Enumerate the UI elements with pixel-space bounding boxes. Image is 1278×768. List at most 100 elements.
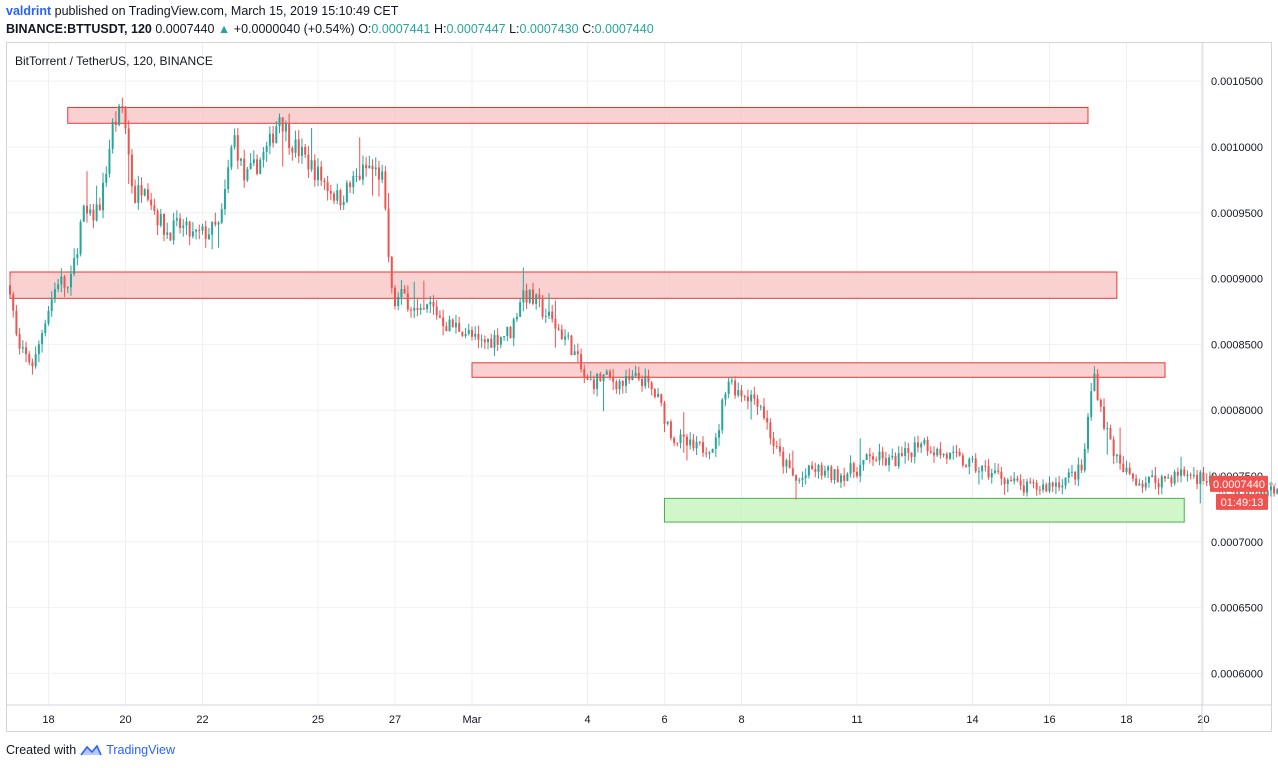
author-link[interactable]: valdrint — [6, 4, 52, 18]
x-tick-label: 14 — [966, 714, 978, 726]
candle-body — [140, 185, 143, 196]
candle-body — [371, 165, 374, 170]
footer: Created with TradingView — [6, 743, 175, 757]
y-tick-label: 0.0007000 — [1211, 537, 1263, 549]
candle-body — [971, 458, 974, 460]
candle-body — [291, 147, 294, 153]
candle-body — [345, 182, 348, 202]
candle-body — [9, 285, 11, 295]
candle-body — [740, 390, 743, 397]
candle-body — [554, 318, 557, 329]
candle-body — [743, 396, 746, 398]
candle-body — [1157, 482, 1160, 488]
candle-body — [1273, 486, 1276, 494]
candle-body — [313, 160, 316, 181]
candle-body — [79, 221, 82, 255]
candle-body — [365, 164, 368, 169]
candle-body — [278, 117, 281, 127]
candle-body — [487, 338, 490, 343]
candle-body — [576, 351, 579, 355]
candle-body — [708, 452, 711, 454]
candle-body — [1003, 478, 1006, 485]
candle-body — [368, 165, 371, 169]
candle-body — [881, 451, 884, 459]
candle-body — [753, 394, 756, 399]
candle-body — [342, 201, 345, 206]
candle-body — [410, 309, 413, 311]
candle-body — [134, 186, 137, 203]
y-tick-label: 0.0008500 — [1211, 339, 1263, 351]
candle-body — [1067, 472, 1070, 478]
y-tick-label: 0.0008000 — [1211, 405, 1263, 417]
candle-body — [265, 145, 268, 152]
candle-body — [320, 166, 323, 181]
candle-body — [236, 135, 239, 161]
candle-body — [839, 475, 842, 483]
candle-body — [304, 146, 307, 155]
candle-body — [63, 276, 66, 288]
candle-body — [451, 319, 454, 328]
candle-body — [25, 347, 28, 355]
candle-body — [307, 154, 310, 170]
candle-body — [374, 167, 377, 170]
candle-body — [69, 273, 72, 288]
candle-body — [426, 304, 429, 310]
candle-body — [663, 402, 666, 424]
candle-body — [413, 307, 416, 311]
candle-body — [894, 455, 897, 467]
candle-body — [788, 460, 791, 469]
candle-body — [608, 371, 611, 378]
candle-body — [86, 205, 88, 214]
chart-frame[interactable] — [6, 42, 1272, 732]
candle-body — [182, 225, 185, 228]
candle-body — [573, 351, 576, 355]
candle-body — [297, 139, 300, 156]
candle-body — [782, 451, 785, 467]
candle-body — [121, 105, 124, 108]
candle-body — [333, 193, 336, 201]
candle-body — [1070, 471, 1073, 473]
candle-body — [1038, 489, 1041, 491]
candle-body — [445, 326, 448, 332]
candle-body — [884, 458, 887, 466]
x-tick-label: 20 — [1197, 714, 1209, 726]
candle-body — [823, 470, 826, 476]
candle-body — [432, 301, 435, 307]
candle-body — [166, 232, 169, 235]
tradingview-brand-link[interactable]: TradingView — [106, 743, 175, 757]
candle-body — [198, 229, 201, 231]
candle-body — [916, 442, 919, 448]
candle-body — [1112, 439, 1115, 457]
candle-body — [1154, 475, 1157, 483]
x-tick-label: 4 — [584, 714, 590, 726]
candle-body — [195, 229, 198, 232]
candle-body — [102, 182, 105, 211]
candle-body — [1176, 471, 1179, 476]
candle-body — [467, 329, 470, 334]
candle-body — [352, 176, 355, 188]
candle-body — [958, 452, 961, 456]
candle-body — [339, 190, 342, 206]
candle-body — [47, 311, 50, 324]
candle-body — [1276, 488, 1278, 494]
candle-body — [769, 422, 772, 439]
candle-body — [1083, 448, 1086, 471]
candle-body — [1196, 474, 1199, 485]
candle-body — [737, 390, 740, 396]
candle-body — [949, 452, 952, 459]
candle-body — [1042, 484, 1045, 490]
candle-body — [1093, 373, 1096, 392]
candle-body — [528, 289, 531, 303]
candle-body — [541, 298, 544, 317]
candle-body — [1029, 481, 1032, 483]
candle-body — [419, 307, 422, 310]
candle-body — [750, 394, 753, 402]
candle-body — [650, 382, 653, 390]
candle-body — [474, 333, 477, 337]
candle-body — [929, 451, 932, 453]
candle-body — [952, 451, 955, 453]
candle-body — [211, 221, 214, 235]
candle-body — [676, 442, 679, 444]
candle-body — [811, 465, 814, 470]
